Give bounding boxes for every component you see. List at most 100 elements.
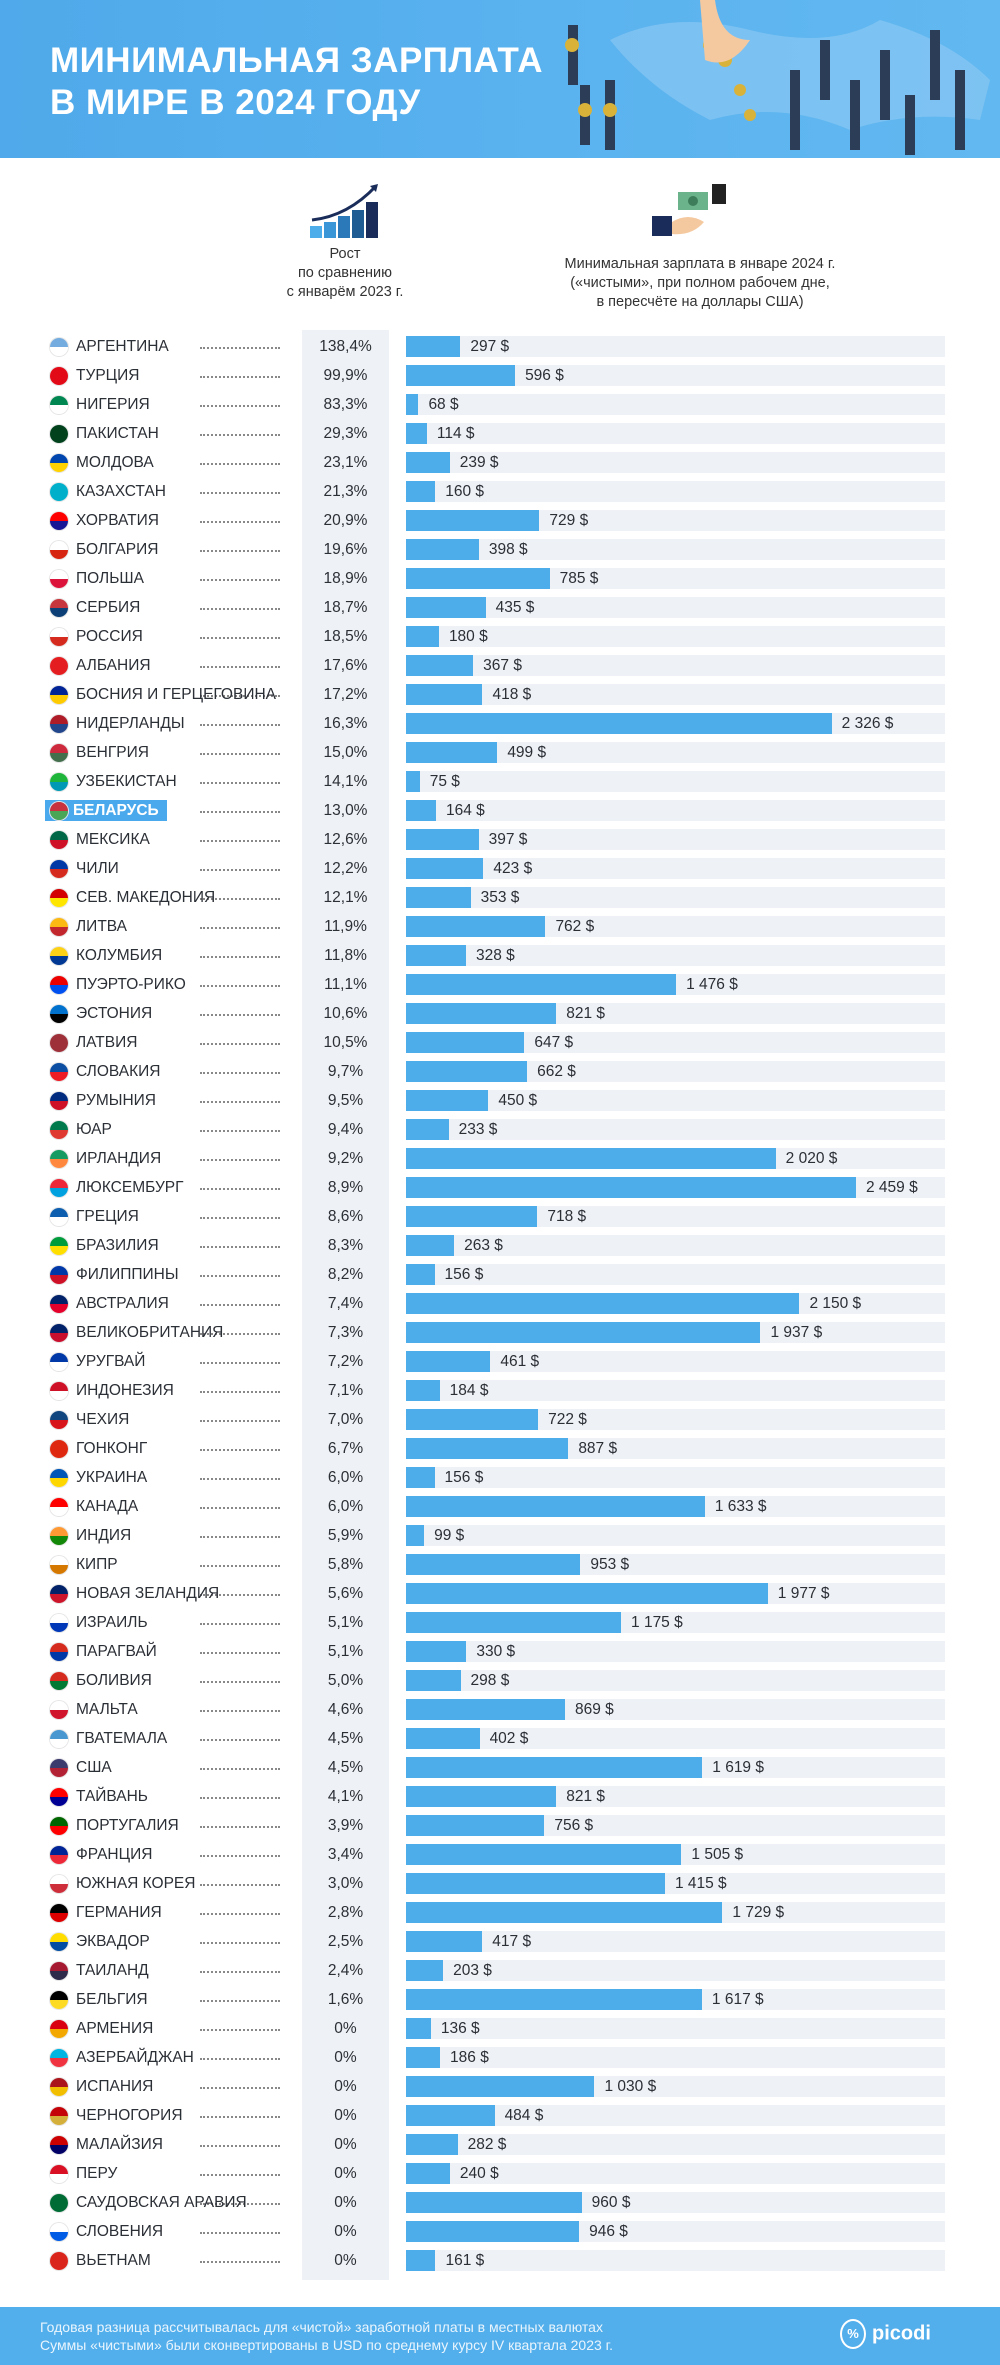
country-flag-icon [50, 599, 68, 617]
wage-bar [406, 1670, 461, 1691]
wage-value-label: 762 $ [555, 918, 595, 935]
growth-column-header: Рост по сравнению с январём 2023 г. [286, 246, 404, 300]
country-label: БОСНИЯ И ГЕРЦЕГОВИНА [76, 686, 276, 703]
wage-value-label: 402 $ [489, 1730, 529, 1747]
wage-value-label: 2 326 $ [841, 715, 894, 732]
bar-track [406, 945, 945, 966]
wage-bar [406, 365, 516, 386]
wage-bar [406, 510, 540, 531]
growth-label: 6,7% [327, 1440, 364, 1457]
wage-value-label: 785 $ [559, 570, 599, 587]
wage-bar [406, 452, 450, 473]
wage-value-label: 240 $ [459, 2165, 499, 2182]
country-flag-icon [50, 2252, 68, 2270]
country-flag-icon [50, 1991, 68, 2009]
bar-track [406, 626, 945, 647]
country-label: ВЕНГРИЯ [76, 744, 149, 761]
wage-value-label: 718 $ [547, 1208, 587, 1225]
bar-track [406, 1641, 945, 1662]
growth-label: 12,1% [323, 889, 368, 906]
country-flag-icon [50, 976, 68, 994]
growth-label: 5,0% [327, 1672, 364, 1689]
growth-label: 0% [334, 2020, 357, 2037]
growth-label: 0% [334, 2194, 357, 2211]
wage-value-label: 647 $ [534, 1034, 574, 1051]
country-label: УРУГВАЙ [76, 1353, 146, 1370]
leader-dots [200, 1478, 280, 1480]
chart-row: СЛОВЕНИЯ 0% 946 $ [0, 2217, 1000, 2246]
country-flag-icon [50, 454, 68, 472]
leader-dots [200, 1710, 280, 1712]
chart-row: КАЗАХСТАН 21,3% 160 $ [0, 477, 1000, 506]
chart-row: ГОНКОНГ 6,7% 887 $ [0, 1434, 1000, 1463]
country-flag-icon [50, 2223, 68, 2241]
bar-track [406, 2018, 945, 2039]
growth-label: 3,9% [327, 1817, 364, 1834]
leader-dots [200, 2174, 280, 2176]
country-flag-icon [50, 2078, 68, 2096]
wage-bar [406, 1525, 425, 1546]
bar-track [406, 1264, 945, 1285]
wage-bar [406, 626, 439, 647]
growth-label: 11,9% [324, 918, 367, 935]
bar-track [406, 2250, 945, 2271]
growth-label: 2,5% [327, 1933, 364, 1950]
growth-label: 5,9% [327, 1527, 364, 1544]
wage-bar [406, 2134, 458, 2155]
bar-track [406, 1032, 945, 1053]
leader-dots [200, 1217, 280, 1219]
growth-label: 8,2% [327, 1266, 364, 1283]
chart-row: АВСТРАЛИЯ 7,4% 2 150 $ [0, 1289, 1000, 1318]
chart-row: ФРАНЦИЯ 3,4% 1 505 $ [0, 1840, 1000, 1869]
growth-label: 12,6% [323, 831, 368, 848]
wage-bar [406, 1177, 856, 1198]
wage-bar [406, 1235, 455, 1256]
header-banner: МИНИМАЛЬНАЯ ЗАРПЛАТА В МИРЕ В 2024 ГОДУ [0, 0, 1000, 158]
leader-dots [200, 1913, 280, 1915]
growth-label: 2,8% [327, 1904, 364, 1921]
wage-bar [406, 829, 479, 850]
country-label: ЧИЛИ [76, 860, 119, 877]
growth-label: 11,1% [324, 976, 367, 993]
leader-dots [200, 1768, 280, 1770]
wage-value-label: 353 $ [480, 889, 520, 906]
wage-value-label: 282 $ [467, 2136, 507, 2153]
growth-label: 8,3% [327, 1237, 364, 1254]
leader-dots [200, 811, 280, 813]
bar-track [406, 829, 945, 850]
country-label: ПУЭРТО-РИКО [76, 976, 186, 993]
wage-bar [406, 1322, 761, 1343]
chart-row: ЛАТВИЯ 10,5% 647 $ [0, 1028, 1000, 1057]
leader-dots [200, 405, 280, 407]
wage-bar [406, 974, 677, 995]
chart-row: БОЛГАРИЯ 19,6% 398 $ [0, 535, 1000, 564]
bar-track [406, 481, 945, 502]
wage-bar [406, 2076, 595, 2097]
country-flag-icon [50, 831, 68, 849]
country-label: БЕЛАРУСЬ [45, 800, 167, 821]
country-label: СЛОВЕНИЯ [76, 2223, 164, 2240]
chart-row: БЕЛЬГИЯ 1,6% 1 617 $ [0, 1985, 1000, 2014]
country-label: ЛЮКСЕМБУРГ [76, 1179, 184, 1196]
chart-row: СЕРБИЯ 18,7% 435 $ [0, 593, 1000, 622]
country-flag-icon [50, 396, 68, 414]
growth-label: 0% [334, 2136, 357, 2153]
wage-value-label: 297 $ [470, 338, 510, 355]
wage-value-label: 398 $ [488, 541, 528, 558]
country-flag-icon [50, 1556, 68, 1574]
wage-bar [406, 1467, 435, 1488]
chart-row: БОЛИВИЯ 5,0% 298 $ [0, 1666, 1000, 1695]
wage-bar [406, 597, 486, 618]
growth-label: 10,6% [323, 1005, 368, 1022]
leader-dots [200, 2261, 280, 2263]
bar-track [406, 742, 945, 763]
country-label: ТУРЦИЯ [76, 367, 140, 384]
country-flag-icon [50, 1353, 68, 1371]
growth-label: 5,6% [327, 1585, 364, 1602]
wage-value-label: 722 $ [548, 1411, 587, 1428]
chart-row: СЛОВАКИЯ 9,7% 662 $ [0, 1057, 1000, 1086]
country-label: ИЗРАИЛЬ [76, 1614, 148, 1631]
wage-bar [406, 2250, 436, 2271]
country-label: ГЕРМАНИЯ [76, 1904, 162, 1921]
leader-dots [200, 1565, 280, 1567]
